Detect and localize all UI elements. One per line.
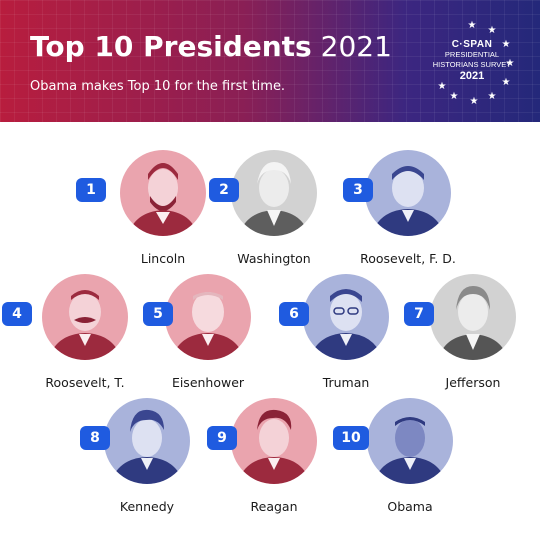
rank-badge: 7 (404, 302, 434, 326)
president-card: 7 Jefferson (404, 274, 528, 404)
svg-text:★: ★ (502, 39, 511, 50)
badge-line2: HISTORIANS SURVEY (432, 60, 512, 69)
svg-text:★: ★ (470, 96, 479, 107)
president-card: 4 Roosevelt, T. (2, 274, 140, 404)
rank-badge: 8 (80, 426, 110, 450)
president-name: Obama (387, 499, 433, 514)
portrait-obama (367, 398, 453, 484)
rank-badge: 5 (143, 302, 173, 326)
president-name: Kennedy (119, 499, 175, 514)
svg-text:★: ★ (488, 91, 497, 102)
header-banner: Top 10 Presidents 2021 Obama makes Top 1… (0, 0, 540, 122)
president-card: 2 Washington (209, 150, 329, 280)
rank-badge: 3 (343, 178, 373, 202)
portrait-lincoln (120, 150, 206, 236)
badge-year: 2021 (459, 70, 485, 82)
svg-text:★: ★ (488, 25, 497, 36)
president-name: Roosevelt, F. D. (360, 251, 456, 266)
president-name: Truman (322, 375, 370, 390)
rank-badge: 10 (333, 426, 369, 450)
rank-badge: 9 (207, 426, 237, 450)
star-ring-icon: ★ ★ ★ ★ ★ ★ ★ ★ ★ (438, 20, 515, 107)
svg-text:★: ★ (468, 20, 477, 31)
president-card: 5 Eisenhower (143, 274, 263, 404)
svg-text:★: ★ (438, 81, 447, 92)
portrait-kennedy (104, 398, 190, 484)
title-main: Top 10 Presidents (30, 30, 312, 63)
page-title: Top 10 Presidents 2021 (30, 30, 392, 63)
president-card: 8 Kennedy (80, 398, 202, 528)
president-name: Washington (237, 251, 311, 266)
portrait-washington (231, 150, 317, 236)
president-name: Lincoln (140, 251, 186, 266)
president-card: 10 Obama (333, 398, 465, 528)
svg-text:★: ★ (502, 77, 511, 88)
svg-text:★: ★ (506, 58, 515, 69)
portrait-reagan (231, 398, 317, 484)
portrait-jefferson (430, 274, 516, 360)
title-year: 2021 (320, 30, 392, 63)
svg-text:★: ★ (450, 91, 459, 102)
president-name: Eisenhower (171, 375, 245, 390)
president-card: 3 Roosevelt, F. D. (343, 150, 463, 280)
rank-badge: 6 (279, 302, 309, 326)
president-name: Reagan (250, 499, 298, 514)
portrait-eisenhower (165, 274, 251, 360)
president-card: 9 Reagan (207, 398, 329, 528)
rank-badge: 1 (76, 178, 106, 202)
portrait-truman (303, 274, 389, 360)
portrait-roosevelt-fd (365, 150, 451, 236)
rank-badge: 4 (2, 302, 32, 326)
badge-line1: PRESIDENTIAL (444, 50, 500, 59)
president-card: 6 Truman (279, 274, 401, 404)
president-card: 1 Lincoln (76, 150, 218, 280)
portrait-roosevelt-t (42, 274, 128, 360)
president-name: Jefferson (445, 375, 501, 390)
page-subtitle: Obama makes Top 10 for the first time. (30, 79, 286, 94)
president-name: Roosevelt, T. (45, 375, 125, 390)
cspan-survey-logo: ★ ★ ★ ★ ★ ★ ★ ★ ★ C·SPAN PRESIDENTIAL HI… (418, 16, 528, 108)
rank-badge: 2 (209, 178, 239, 202)
badge-brand: C·SPAN (451, 39, 493, 50)
